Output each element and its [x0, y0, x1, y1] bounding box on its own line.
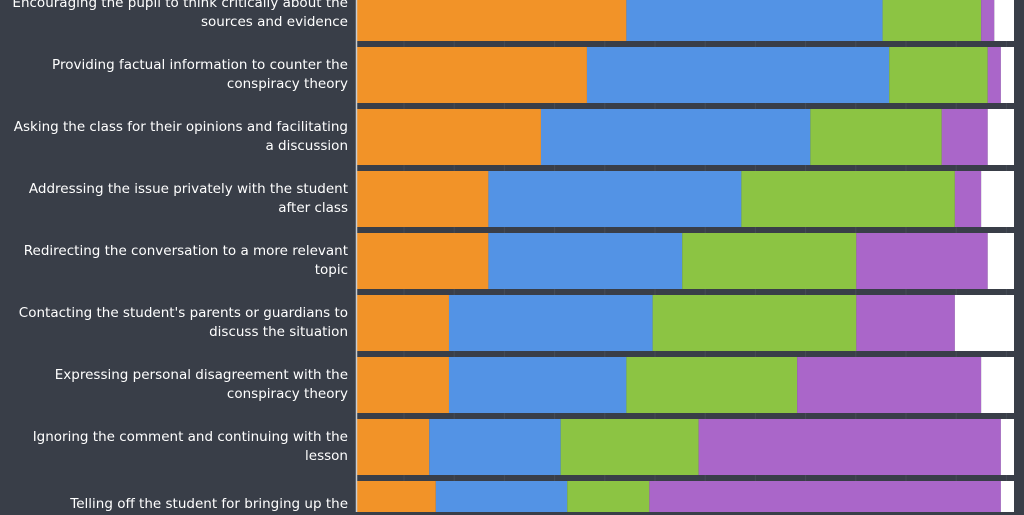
- bar-segment-2: [560, 419, 699, 475]
- bar-segment-2: [682, 233, 857, 289]
- category-label: Contacting the student's parents or guar…: [18, 304, 348, 341]
- bar-segment-1: [448, 295, 653, 351]
- bar-segment-2: [810, 109, 942, 165]
- bar-segment-3: [954, 171, 982, 227]
- bar-segment-2: [626, 357, 798, 413]
- bar-segment-2: [741, 171, 955, 227]
- bar-segment-3: [797, 357, 982, 413]
- category-label: Telling off the student for bringing up …: [70, 496, 348, 512]
- bar-segment-4: [987, 109, 1014, 165]
- category-label: Addressing the issue privately with the …: [28, 180, 348, 217]
- bar-segment-3: [941, 109, 988, 165]
- bar-segment-3: [981, 0, 995, 41]
- bar-segment-4: [994, 0, 1014, 41]
- bar-segment-0: [357, 481, 436, 512]
- bar-segment-0: [357, 295, 449, 351]
- bar-segment-2: [652, 295, 857, 351]
- bar-segment-2: [889, 47, 988, 103]
- bar-segment-1: [540, 109, 811, 165]
- bar-segment-3: [649, 481, 1001, 512]
- category-label: Providing factual information to counter…: [52, 56, 348, 93]
- bar-segment-0: [357, 419, 430, 475]
- bar-segment-4: [1000, 419, 1014, 475]
- bar-segment-0: [357, 357, 449, 413]
- bar-segment-4: [987, 233, 1014, 289]
- bar-segment-1: [488, 171, 742, 227]
- bar-segment-1: [488, 233, 683, 289]
- category-label: Asking the class for their opinions and …: [13, 118, 348, 155]
- bar-segment-1: [626, 0, 883, 41]
- bar-segment-1: [586, 47, 890, 103]
- bar-segment-4: [1000, 47, 1014, 103]
- bar-segment-0: [357, 171, 489, 227]
- bar-segment-4: [981, 357, 1014, 413]
- bar-segment-1: [435, 481, 568, 512]
- bar-segment-0: [357, 109, 541, 165]
- bar-segment-3: [856, 295, 955, 351]
- category-label: Ignoring the comment and continuing with…: [32, 428, 348, 465]
- category-label: Encouraging the pupil to think criticall…: [12, 0, 348, 30]
- bar-segment-3: [987, 47, 1001, 103]
- category-label: Expressing personal disagreement with th…: [54, 366, 348, 403]
- bar-segment-0: [357, 0, 627, 41]
- bar-segment-1: [429, 419, 561, 475]
- bar-segment-3: [856, 233, 988, 289]
- bar-segment-1: [448, 357, 627, 413]
- bar-segment-0: [357, 233, 489, 289]
- bar-segment-2: [882, 0, 982, 41]
- bar-segment-3: [698, 419, 1001, 475]
- bar-segment-0: [357, 47, 587, 103]
- bar-segment-2: [567, 481, 650, 512]
- bar-segment-4: [954, 295, 1014, 351]
- category-label: Redirecting the conversation to a more r…: [23, 242, 348, 279]
- bar-segment-4: [1000, 481, 1014, 512]
- bar-segment-4: [981, 171, 1014, 227]
